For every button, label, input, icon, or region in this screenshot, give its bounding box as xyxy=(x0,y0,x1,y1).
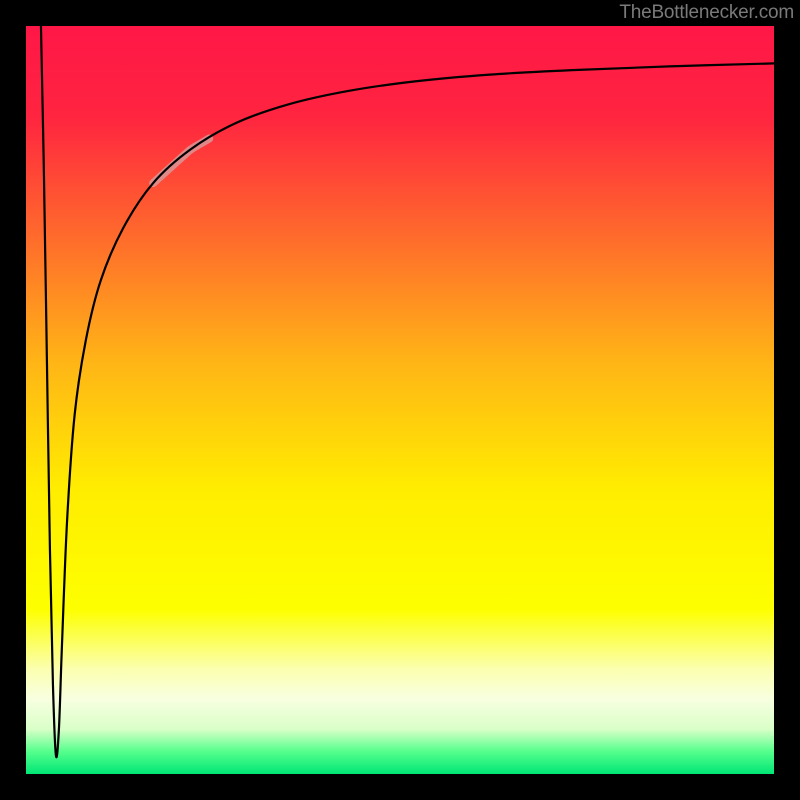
plot-background xyxy=(26,26,774,774)
chart-svg xyxy=(0,0,800,800)
bottleneck-chart: TheBottlenecker.com xyxy=(0,0,800,800)
